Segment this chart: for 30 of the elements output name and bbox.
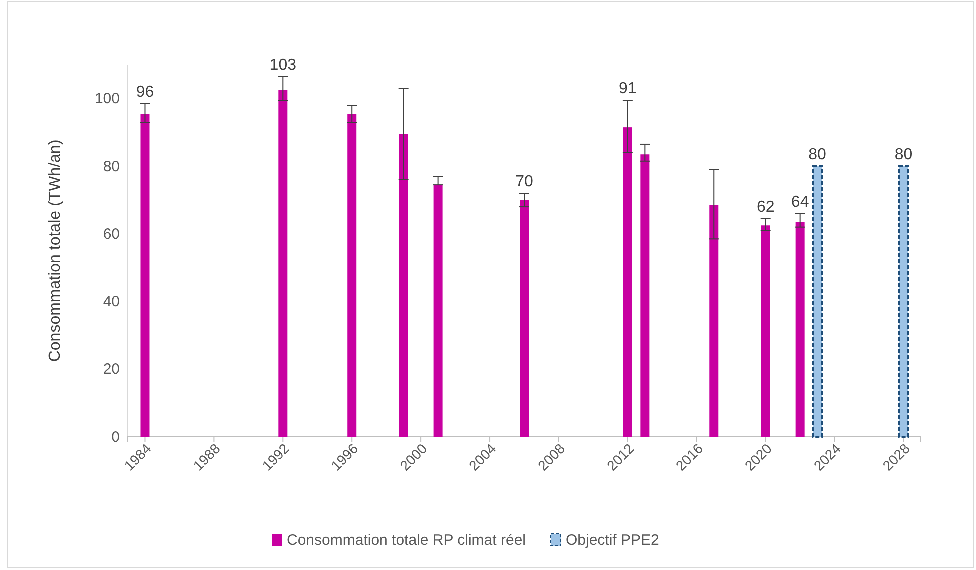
legend-label: Consommation totale RP climat réel <box>287 532 526 549</box>
bar <box>278 90 288 437</box>
data-label: 80 <box>808 146 827 164</box>
data-label: 80 <box>894 146 913 164</box>
data-label: 70 <box>516 174 534 191</box>
bar <box>761 226 770 437</box>
y-tick-label: 0 <box>112 428 120 446</box>
y-axis-title: Consommation totale (TWh/an) <box>47 140 64 362</box>
bar <box>140 114 150 437</box>
y-tick-label: 80 <box>103 158 120 176</box>
legend-label: Objectif PPE2 <box>566 532 660 549</box>
data-label: 62 <box>756 198 775 216</box>
y-tick-label: 40 <box>103 294 120 311</box>
y-tick-label: 100 <box>94 90 120 108</box>
data-label: 91 <box>619 80 637 98</box>
data-label: 96 <box>136 84 154 101</box>
bar <box>520 200 529 437</box>
bar <box>640 154 650 437</box>
data-label: 103 <box>270 56 297 74</box>
y-tick-label: 60 <box>103 226 120 243</box>
bar <box>898 165 910 438</box>
bar <box>399 134 408 437</box>
bar <box>348 114 357 437</box>
bar <box>623 128 632 437</box>
bar <box>796 222 805 437</box>
bar <box>710 205 719 437</box>
bar <box>434 185 443 437</box>
bar <box>812 165 824 438</box>
y-tick-label: 20 <box>103 361 120 378</box>
data-label: 64 <box>791 194 810 211</box>
